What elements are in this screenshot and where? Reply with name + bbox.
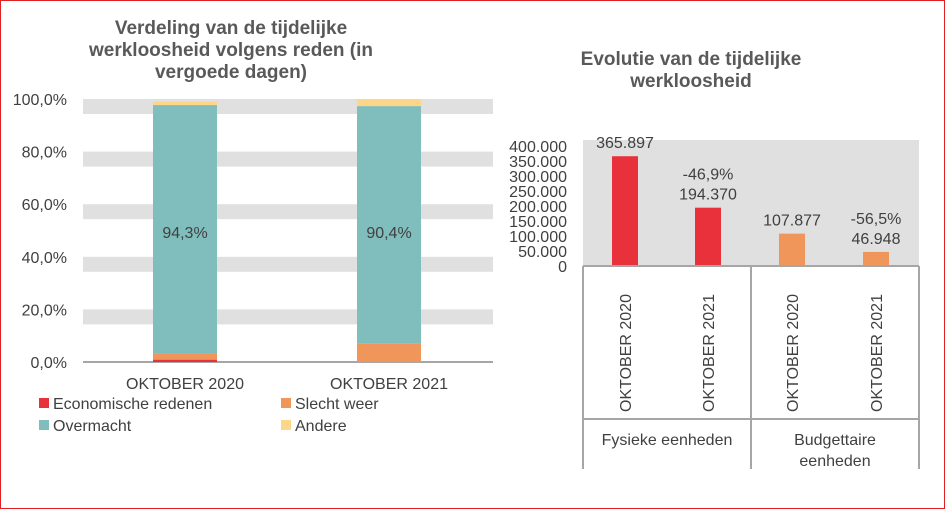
legend-swatch <box>281 420 291 430</box>
y-tick-label: 250.000 <box>509 184 567 201</box>
group-label: Budgettaire <box>794 432 876 449</box>
x-tick-label: OKTOBER 2020 <box>618 294 635 412</box>
y-tick-label: 20,0% <box>22 302 67 319</box>
x-tick-label: OKTOBER 2021 <box>869 294 886 412</box>
value-label: 46.948 <box>852 231 901 248</box>
y-tick-label: 400.000 <box>509 139 567 156</box>
bar <box>863 251 889 266</box>
bar-segment <box>153 101 217 106</box>
legend-swatch <box>39 420 49 430</box>
bar-segment <box>153 359 217 362</box>
x-tick-label: OKTOBER 2020 <box>126 376 244 393</box>
y-tick-label: 300.000 <box>509 169 567 186</box>
legend-label: Economische redenen <box>53 396 212 413</box>
y-tick-label: 100,0% <box>13 92 67 109</box>
value-label: 107.877 <box>763 213 821 230</box>
bar <box>779 233 805 266</box>
gridband <box>83 151 493 167</box>
plot-background <box>583 140 919 266</box>
legend-label: Andere <box>295 418 347 435</box>
gridband <box>83 99 493 114</box>
y-tick-label: 100.000 <box>509 229 567 246</box>
legend-label: Overmacht <box>53 418 132 435</box>
legend-swatch <box>39 398 49 408</box>
bar-segment <box>357 99 421 107</box>
change-label: -46,9% <box>683 167 734 184</box>
x-tick-label: OKTOBER 2021 <box>330 376 448 393</box>
gridband <box>83 204 493 220</box>
data-label: 94,3% <box>162 225 207 242</box>
y-tick-label: 150.000 <box>509 214 567 231</box>
value-label: 194.370 <box>679 187 737 204</box>
bar-segment <box>357 106 421 344</box>
bar-segment <box>357 343 421 362</box>
legend-swatch <box>281 398 291 408</box>
bar-segment <box>153 353 217 360</box>
x-tick-label: OKTOBER 2021 <box>701 294 718 412</box>
group-label: Fysieke eenheden <box>602 432 733 449</box>
group-label: eenheden <box>799 453 870 470</box>
bar-segment <box>153 105 217 354</box>
chart1-title: Verdeling van de tijdelijke werkloosheid… <box>88 18 373 83</box>
y-tick-label: 50.000 <box>518 244 567 261</box>
data-label: 90,4% <box>366 225 411 242</box>
gridband <box>83 256 493 272</box>
gridband <box>83 309 493 325</box>
y-tick-label: 0 <box>558 259 567 276</box>
change-label: -56,5% <box>851 211 902 228</box>
x-tick-label: OKTOBER 2020 <box>785 294 802 412</box>
y-tick-label: 200.000 <box>509 199 567 216</box>
chart2-title: Evolutie van de tijdelijke werkloosheid <box>580 49 802 92</box>
value-label: 365.897 <box>596 135 654 152</box>
y-tick-label: 80,0% <box>22 145 67 162</box>
bar <box>695 207 721 266</box>
bar <box>612 156 638 266</box>
y-tick-label: 40,0% <box>22 250 67 267</box>
y-tick-label: 60,0% <box>22 197 67 214</box>
y-tick-label: 0,0% <box>31 355 67 372</box>
y-tick-label: 350.000 <box>509 154 567 171</box>
legend-label: Slecht weer <box>295 396 379 413</box>
